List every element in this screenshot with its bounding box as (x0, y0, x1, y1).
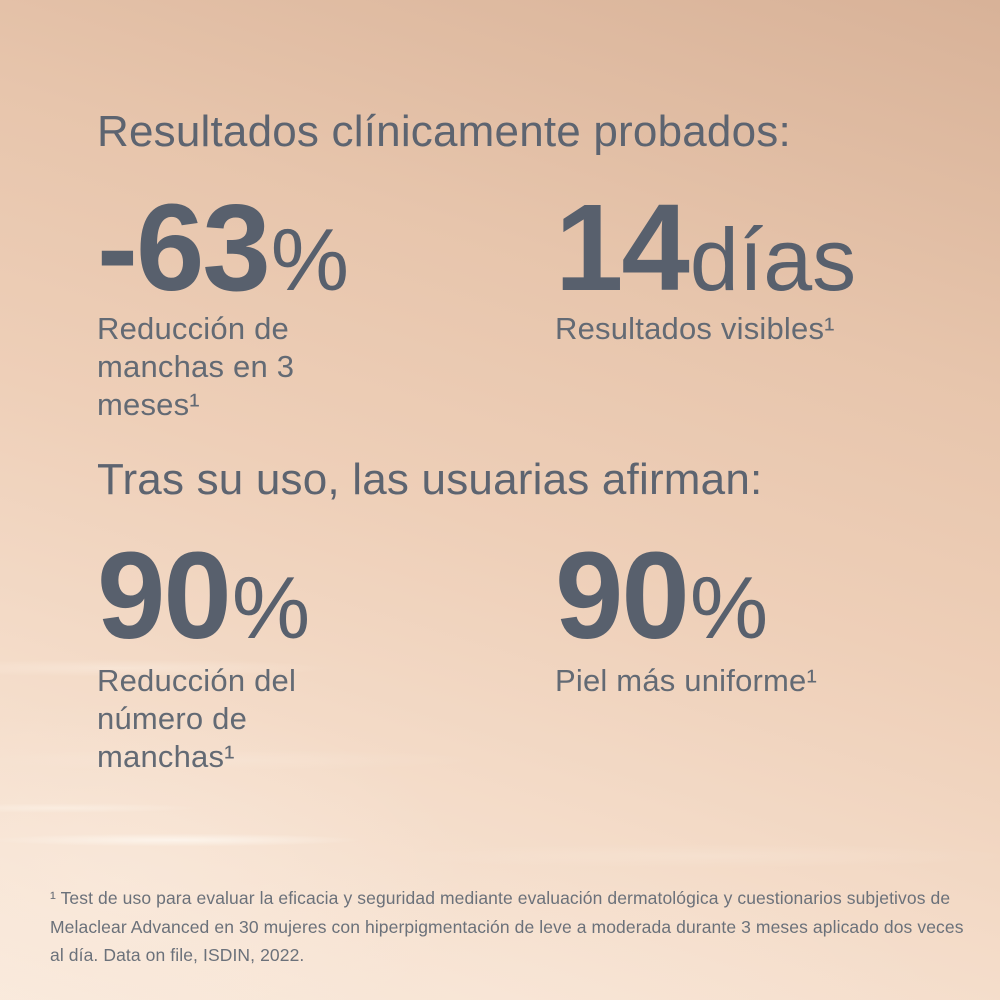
stat-unit: % (270, 210, 350, 309)
stat-spot-number-label: Reducción del número de manchas¹ (97, 663, 297, 774)
stat-number: 90 (97, 528, 232, 665)
stat-uniform-skin-value: 90 % (555, 535, 768, 658)
stat-number: -63 (97, 180, 271, 317)
stat-spot-reduction-value: -63 % (97, 187, 349, 310)
stat-number: 90 (555, 528, 690, 665)
stat-uniform-skin-label: Piel más uniforme¹ (555, 663, 818, 698)
stat-number: 14 (555, 180, 690, 317)
footnote-study-details: ¹ Test de uso para evaluar la eficacia y… (50, 888, 964, 965)
stat-unit: % (689, 558, 769, 657)
heading-user-claims: Tras su uso, las usuarias afirman: (97, 455, 763, 504)
stat-spot-reduction-label: Reducción de manchas en 3 meses¹ (97, 311, 295, 422)
stat-unit: días (689, 210, 857, 309)
stat-visible-days-value: 14 días (555, 187, 856, 310)
stat-unit: % (231, 558, 311, 657)
stat-spot-number-value: 90 % (97, 535, 310, 658)
stat-visible-days-label: Resultados visibles¹ (555, 311, 835, 346)
heading-clinical-results: Resultados clínicamente probados: (97, 107, 791, 156)
